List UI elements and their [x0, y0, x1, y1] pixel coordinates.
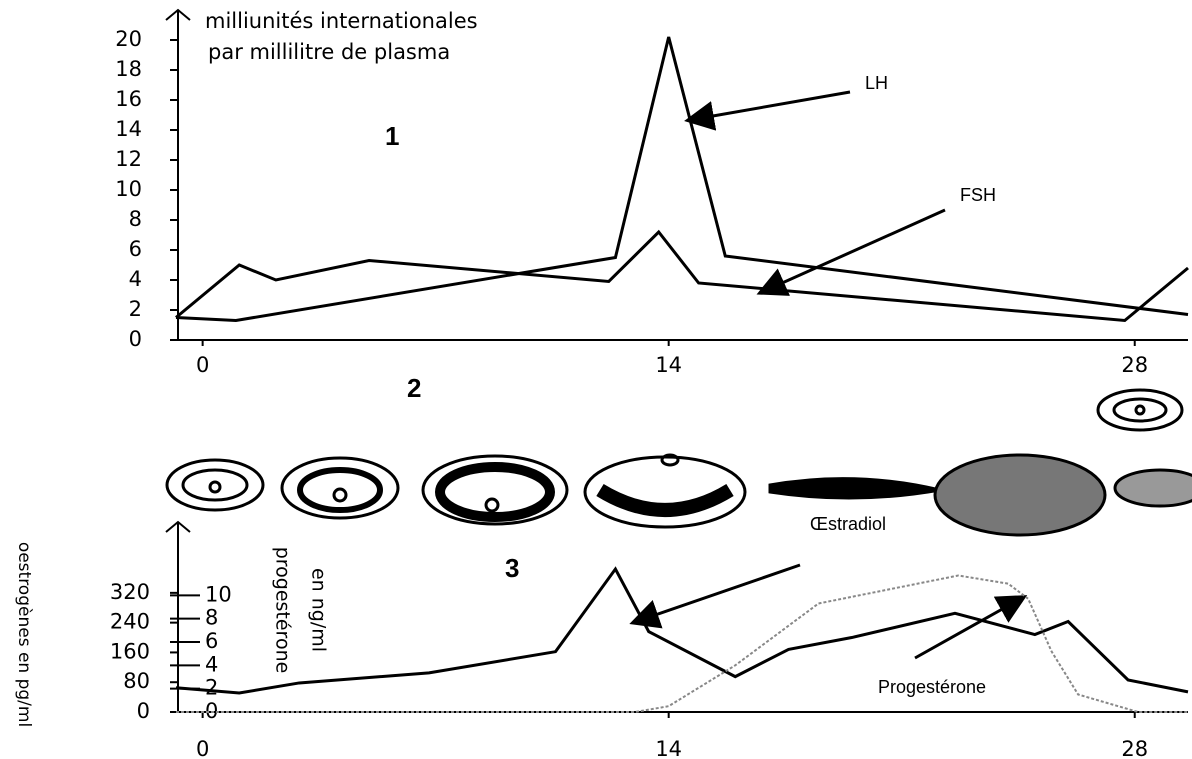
y-tick-label: 8: [129, 207, 142, 231]
x-tick-label: 28: [1121, 353, 1148, 377]
y-tick-label: 80: [123, 669, 150, 693]
series-line: [175, 566, 1189, 695]
arrow: [684, 90, 851, 131]
y-tick-label: 4: [129, 267, 142, 291]
y2-axis-label: progestérone: [272, 547, 294, 674]
y2-tick-label: 10: [205, 582, 232, 606]
arrow: [629, 563, 801, 629]
arrow: [914, 595, 1028, 660]
y-tick-label: 0: [137, 699, 150, 723]
y-tick-label: 16: [115, 87, 142, 111]
series-label: FSH: [960, 185, 996, 205]
y-tick-label: 14: [115, 117, 142, 141]
y2-axis-label: en ng/ml: [308, 568, 330, 652]
y2-tick-label: 4: [205, 652, 218, 676]
y-tick-label: 20: [115, 27, 142, 51]
x-tick-label: 28: [1121, 737, 1148, 759]
x-tick-label: 14: [655, 737, 682, 759]
series-line: [175, 229, 1189, 323]
series-label: Progestérone: [878, 677, 986, 697]
arrow: [756, 208, 946, 296]
y2-tick-label: 2: [205, 676, 218, 700]
series-label: LH: [865, 73, 888, 93]
y-tick-label: 160: [110, 639, 150, 663]
x-tick-label: 0: [196, 353, 209, 377]
y-axis-label: oestrogènes en pg/ml: [14, 542, 34, 727]
annotation: 1: [385, 121, 399, 151]
axis-arrow: [165, 8, 191, 21]
y-tick-label: 12: [115, 147, 142, 171]
y-axis-label: milliunités internationales: [205, 9, 478, 33]
y-tick-label: 10: [115, 177, 142, 201]
axis-arrow: [165, 520, 191, 533]
series-label: Œstradiol: [810, 514, 886, 534]
series-line: [176, 574, 1188, 713]
y-tick-label: 2: [129, 297, 142, 321]
y2-tick-label: 8: [205, 606, 218, 630]
y2-tick-label: 6: [205, 629, 218, 653]
y-tick-label: 240: [110, 610, 150, 634]
annotation: 3: [505, 553, 519, 583]
x-tick-label: 0: [196, 737, 209, 759]
y-axis-label: par millilitre de plasma: [208, 40, 450, 64]
follicle-drawings: [165, 388, 1192, 537]
x-tick-label: 14: [655, 353, 682, 377]
annotation: 2: [407, 373, 421, 403]
series-line: [175, 36, 1189, 323]
y-tick-label: 18: [115, 57, 142, 81]
y-tick-label: 6: [129, 237, 142, 261]
y-tick-label: 0: [129, 327, 142, 351]
y-tick-label: 320: [110, 580, 150, 604]
